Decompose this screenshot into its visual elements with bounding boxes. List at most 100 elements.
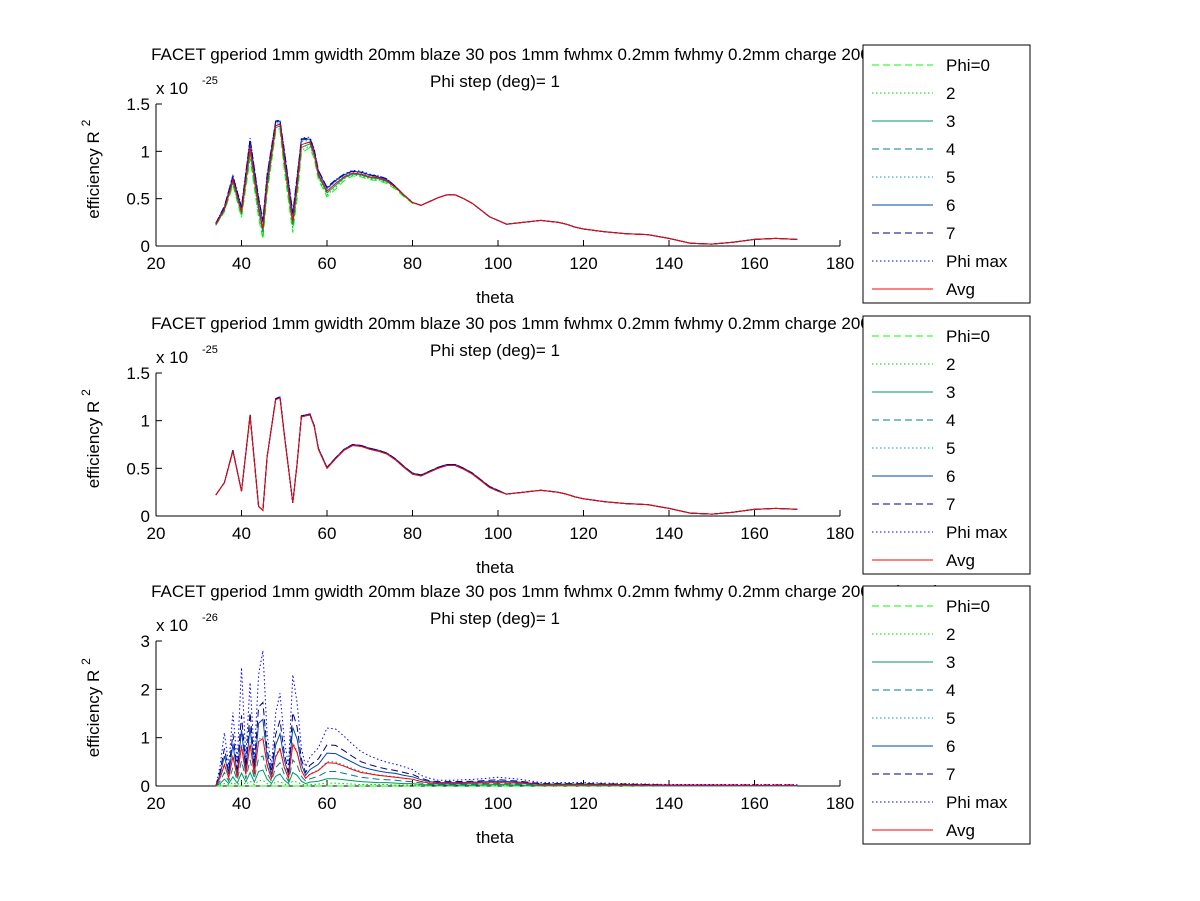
series-line-8 [215,119,798,245]
axis-exponent-sup: -25 [202,344,218,356]
plot-title: FACET gperiod 1mm gwidth 20mm blaze 30 p… [151,582,989,601]
plot-title: FACET gperiod 1mm gwidth 20mm blaze 30 p… [151,45,989,64]
legend-label: 6 [946,467,955,486]
legend-label: 5 [946,709,955,728]
x-tick-label: 80 [403,524,422,543]
x-tick-label: 120 [569,794,597,813]
legend: Phi=0 2 3 4 5 6 7 Phi max Avg [862,315,1031,575]
legend-label: 5 [946,439,955,458]
legend-label: 7 [946,765,955,784]
legend-box [862,44,1031,304]
x-tick-label: 60 [318,794,337,813]
plot-subtitle: Phi step (deg)= 1 [430,609,560,628]
series-line-2 [215,779,798,787]
x-tick-label: 20 [147,254,166,273]
x-axis-label: theta [476,828,514,847]
legend-label: Phi=0 [946,56,990,75]
x-tick-label: 20 [147,524,166,543]
x-tick-label: 80 [403,794,422,813]
y-tick-label: 0 [141,237,150,256]
subplot-2: FACET gperiod 1mm gwidth 20mm blaze 30 p… [79,314,1031,577]
x-tick-label: 20 [147,794,166,813]
x-tick-label: 160 [740,794,768,813]
legend-label: Phi max [946,523,1008,542]
legend-label: 6 [946,196,955,215]
y-tick-label: 1.5 [126,364,150,383]
series-line-8 [215,650,798,787]
x-tick-label: 80 [403,254,422,273]
legend-label: Phi max [946,793,1008,812]
legend-label: 3 [946,653,955,672]
y-tick-label: 1.5 [126,95,150,114]
x-tick-label: 40 [232,254,251,273]
y-tick-label: 0 [141,507,150,526]
axis-exponent: x 10 [156,616,188,635]
y-tick-label: 3 [141,632,150,651]
y-tick-label: 1 [141,729,150,748]
y-tick-label: 2 [141,680,150,699]
subplot-1: FACET gperiod 1mm gwidth 20mm blaze 30 p… [79,44,1031,307]
x-tick-label: 40 [232,794,251,813]
y-tick-label: 0.5 [126,459,150,478]
y-axis-label: efficiency R [84,670,103,758]
legend: Phi=0 2 3 4 5 6 7 Phi max Avg [862,44,1031,304]
x-tick-label: 160 [740,254,768,273]
x-tick-label: 120 [569,524,597,543]
x-axis-label: theta [476,288,514,307]
series-line-4 [215,755,798,787]
legend-box [862,315,1031,575]
x-tick-label: 140 [655,794,683,813]
series-line-9 [215,397,798,515]
legend: Phi=0 2 3 4 5 6 7 Phi max Avg [862,585,1031,845]
y-axis-label-sup: 2 [79,658,93,665]
plot-subtitle: Phi step (deg)= 1 [430,341,560,360]
series-line-9 [215,737,798,787]
legend-label: 4 [946,681,955,700]
legend-label: Phi=0 [946,327,990,346]
legend-box [862,585,1031,845]
y-tick-label: 1 [141,142,150,161]
x-tick-label: 100 [484,254,512,273]
axis-exponent-sup: -26 [202,612,218,624]
series-line-9 [215,123,798,245]
x-axis-label: theta [476,558,514,577]
y-axis-label: efficiency R [84,401,103,489]
series-line-3 [215,769,798,787]
legend-label: Avg [946,280,975,299]
plot-title: FACET gperiod 1mm gwidth 20mm blaze 30 p… [151,314,989,333]
x-tick-label: 60 [318,254,337,273]
legend-label: 2 [946,84,955,103]
legend-label: 4 [946,140,955,159]
y-axis-label-sup: 2 [79,389,93,396]
x-tick-label: 140 [655,254,683,273]
subplot-3: FACET gperiod 1mm gwidth 20mm blaze 30 p… [79,582,1031,847]
legend-label: 7 [946,495,955,514]
legend-label: Avg [946,551,975,570]
y-axis-label-sup: 2 [79,119,93,126]
legend-label: Phi max [946,252,1008,271]
legend-label: 4 [946,411,955,430]
legend-label: 7 [946,224,955,243]
legend-label: 2 [946,625,955,644]
legend-label: Avg [946,821,975,840]
legend-label: 5 [946,168,955,187]
x-tick-label: 100 [484,524,512,543]
legend-label: 6 [946,737,955,756]
x-tick-label: 60 [318,524,337,543]
series-line-6 [215,718,798,787]
x-tick-label: 180 [826,254,854,273]
x-tick-label: 40 [232,524,251,543]
x-tick-label: 140 [655,524,683,543]
x-tick-label: 180 [826,794,854,813]
axis-exponent: x 10 [156,79,188,98]
y-tick-label: 0.5 [126,190,150,209]
axis-exponent: x 10 [156,348,188,367]
x-tick-label: 160 [740,524,768,543]
legend-label: Phi=0 [946,597,990,616]
y-tick-label: 0 [141,777,150,796]
x-tick-label: 100 [484,794,512,813]
legend-label: 3 [946,112,955,131]
x-tick-label: 120 [569,254,597,273]
legend-label: 2 [946,355,955,374]
